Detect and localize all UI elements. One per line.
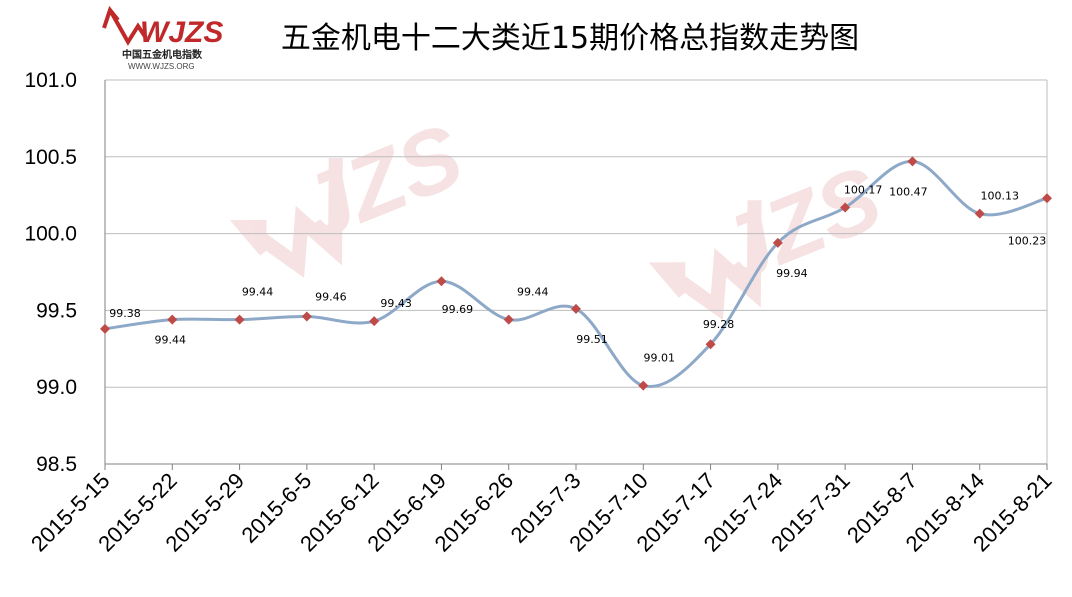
data-label: 99.44 — [517, 286, 549, 299]
data-label: 99.51 — [576, 333, 608, 346]
data-label: 99.43 — [380, 297, 412, 310]
y-tick-label: 99.0 — [36, 376, 77, 399]
y-tick-label: 100.5 — [24, 146, 77, 169]
grid — [105, 79, 1048, 465]
data-labels: 99.38 99.44 99.44 99.46 99.43 99.69 99.44 99.51… — [109, 183, 1046, 364]
watermark-logo-right: JZS — [648, 148, 895, 321]
watermark-logo-left: JZS — [229, 106, 477, 278]
series-line — [104, 159, 1048, 389]
data-label: 100.47 — [889, 185, 928, 198]
logo-url-text: WWW.WJZS.ORG — [128, 62, 195, 71]
data-point-marker — [1042, 193, 1052, 204]
y-axis: 98.5 99.0 99.5 100.0 100.5 101.0 — [24, 69, 77, 476]
data-point-marker — [301, 311, 312, 322]
data-point-marker — [705, 339, 716, 350]
data-point-marker — [974, 208, 985, 219]
data-label: 100.13 — [980, 190, 1019, 203]
logo-brand-text: WJZS — [140, 16, 223, 49]
data-label: 99.44 — [242, 286, 274, 299]
data-label: 99.01 — [644, 352, 676, 365]
data-label: 99.46 — [315, 291, 347, 304]
data-point-marker — [167, 314, 178, 325]
data-point-marker — [100, 323, 110, 334]
data-point-marker — [571, 303, 581, 314]
x-tick-labels: 2015-5-152015-5-222015-5-292015-6-52015-… — [26, 468, 1057, 557]
data-point-marker — [234, 314, 245, 325]
data-label: 99.28 — [703, 318, 735, 331]
data-point-marker — [369, 316, 380, 327]
data-label: 99.44 — [155, 334, 187, 347]
data-label: 99.69 — [442, 303, 474, 316]
data-point-marker — [503, 314, 514, 325]
data-point-marker — [907, 156, 918, 167]
y-tick-label: 100.0 — [24, 223, 77, 246]
y-tick-label: 99.5 — [36, 299, 77, 322]
y-tick-label: 101.0 — [24, 69, 77, 92]
y-tick-label: 98.5 — [36, 453, 77, 476]
brand-logo: WJZS 中国五金机电指数 WWW.WJZS.ORG — [102, 5, 223, 71]
logo-arrow-icon — [102, 5, 148, 46]
data-point-marker — [772, 237, 783, 248]
data-point-marker — [840, 202, 851, 213]
svg-text:JZS: JZS — [286, 106, 477, 261]
data-label: 100.23 — [1008, 234, 1047, 247]
chart-title: 五金机电十二大类近15期价格总指数走势图 — [281, 21, 859, 56]
x-axis — [104, 80, 1048, 470]
data-point-marker — [436, 276, 447, 287]
logo-cn-text: 中国五金机电指数 — [122, 48, 203, 61]
data-point-marker — [638, 380, 649, 391]
data-label: 99.94 — [776, 267, 808, 280]
series — [100, 156, 1052, 391]
data-label: 99.38 — [109, 307, 141, 320]
data-label: 100.17 — [844, 183, 883, 196]
